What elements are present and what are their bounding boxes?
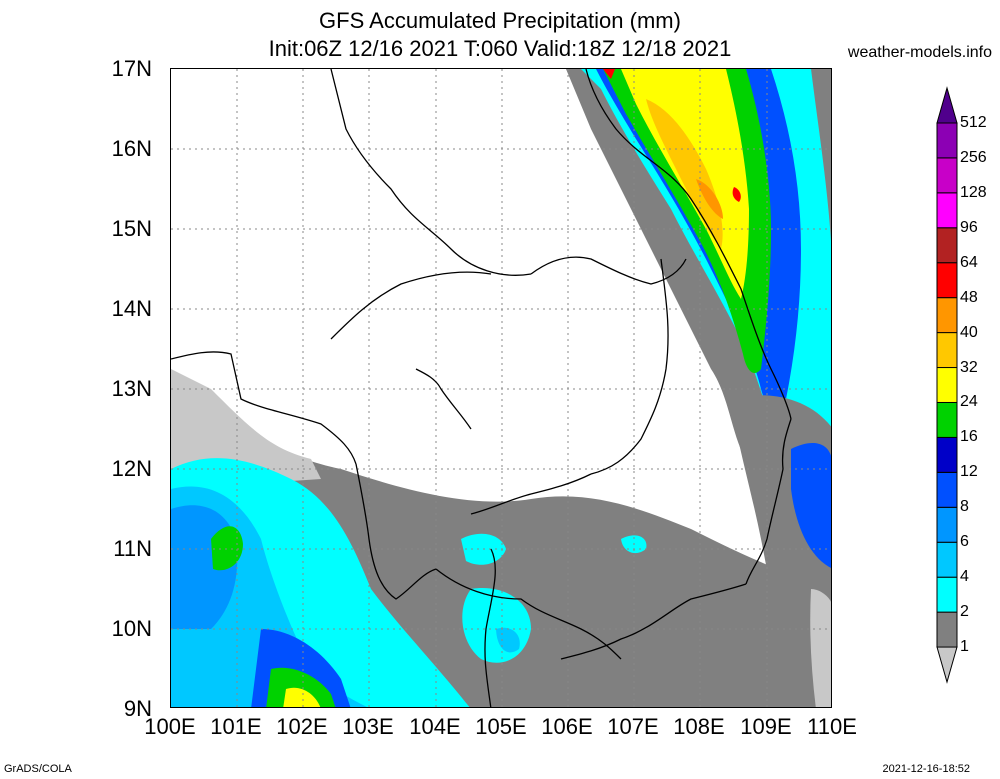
colorbar-label: 32 (960, 358, 978, 376)
lat-label-13n: 13N (111, 376, 152, 401)
colorbar-swatch (936, 506, 958, 543)
colorbar-label: 12 (960, 463, 978, 481)
lat-label-9n: 9N (123, 696, 152, 721)
colorbar-label: 256 (960, 148, 987, 166)
colorbar-label: 4 (960, 568, 969, 586)
colorbar-label: 128 (960, 183, 987, 201)
lon-label-107e: 107E (607, 714, 659, 739)
colorbar-swatch (936, 436, 958, 473)
colorbar-swatch (936, 401, 958, 438)
lon-label-100e: 100E (144, 714, 196, 739)
colorbar-swatch (936, 157, 958, 194)
colorbar-label: 8 (960, 498, 969, 516)
precipitation-map (170, 68, 832, 708)
colorbar-swatch (936, 86, 958, 124)
colorbar-swatch (936, 122, 958, 159)
lat-label-12n: 12N (111, 456, 152, 481)
colorbar-label: 16 (960, 428, 978, 446)
map-canvas (171, 69, 831, 707)
lon-label-105e: 105E (475, 714, 527, 739)
colorbar-label: 24 (960, 393, 978, 411)
colorbar-label: 6 (960, 533, 969, 551)
footer-timestamp: 2021-12-16-18:52 (882, 763, 970, 775)
map-title: GFS Accumulated Precipitation (mm) (319, 8, 681, 33)
lat-label-16n: 16N (111, 136, 152, 161)
colorbar-label: 96 (960, 218, 978, 236)
colorbar-swatch (936, 471, 958, 508)
graticule (171, 69, 831, 707)
colorbar-swatch (936, 646, 958, 684)
colorbar-swatch (936, 262, 958, 299)
lon-label-101e: 101E (210, 714, 262, 739)
colorbar-swatch (936, 332, 958, 369)
colorbar-swatch (936, 192, 958, 229)
colorbar-label: 1 (960, 638, 969, 656)
lon-label-103e: 103E (342, 714, 394, 739)
colorbar-label: 2 (960, 603, 969, 621)
lon-label-108e: 108E (673, 714, 725, 739)
colorbar-label: 48 (960, 288, 978, 306)
lat-label-14n: 14N (111, 296, 152, 321)
colorbar-swatch (936, 227, 958, 264)
lat-label-10n: 10N (111, 616, 152, 641)
colorbar-swatch (936, 367, 958, 403)
lon-label-106e: 106E (541, 714, 593, 739)
colorbar-label: 512 (960, 113, 987, 131)
lat-label-11n: 11N (113, 536, 152, 561)
site-credit: weather-models.info (847, 44, 992, 61)
lon-label-110e: 110E (807, 714, 857, 739)
colorbar-swatches (936, 86, 958, 684)
colorbar-label: 40 (960, 323, 978, 341)
lon-label-102e: 102E (276, 714, 328, 739)
colorbar-swatch (936, 611, 958, 648)
coastlines-borders (171, 69, 792, 707)
colorbar-label: 64 (960, 253, 978, 271)
lat-label-17n: 17N (111, 56, 152, 81)
lon-label-104e: 104E (409, 714, 461, 739)
lat-label-15n: 15N (111, 216, 152, 241)
colorbar-swatch (936, 541, 958, 578)
colorbar-swatch (936, 297, 958, 334)
lon-label-109e: 109E (740, 714, 792, 739)
map-subtitle: Init:06Z 12/16 2021 T:060 Valid:18Z 12/1… (268, 36, 732, 61)
footer-grads: GrADS/COLA (4, 763, 72, 775)
colorbar-swatch (936, 576, 958, 613)
